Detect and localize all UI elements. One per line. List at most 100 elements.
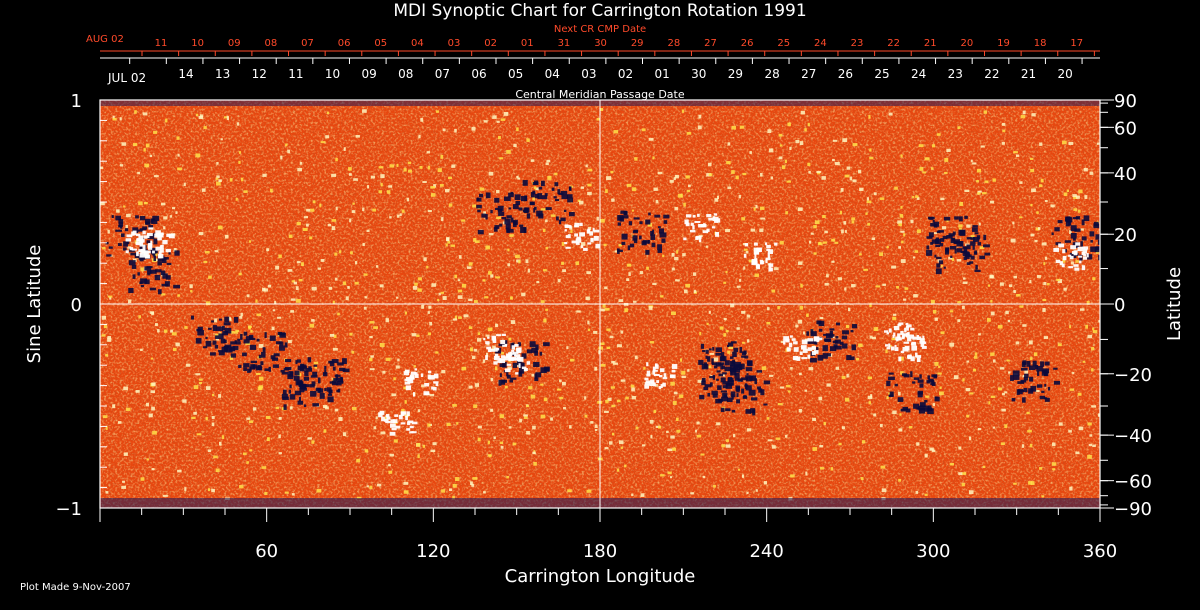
bright-speckle <box>1002 392 1005 396</box>
bright-speckle <box>216 175 220 179</box>
next-date-label: 30 <box>594 38 607 49</box>
bright-speckle <box>879 423 883 428</box>
negative-polarity-patch <box>284 342 288 348</box>
negative-polarity-patch <box>730 341 737 344</box>
bright-speckle <box>624 308 628 313</box>
bright-speckle <box>770 176 773 180</box>
negative-polarity-patch <box>335 374 339 381</box>
negative-polarity-patch <box>522 209 527 212</box>
bright-speckle <box>726 161 731 165</box>
positive-polarity-patch <box>658 386 661 390</box>
positive-polarity-patch <box>656 380 660 384</box>
positive-polarity-patch <box>414 373 419 378</box>
bright-speckle <box>138 315 142 319</box>
bright-speckle <box>606 176 612 181</box>
bright-speckle <box>547 175 552 180</box>
negative-polarity-patch <box>888 394 894 398</box>
bright-speckle <box>332 300 335 305</box>
next-date-label: 18 <box>1034 38 1047 49</box>
bright-speckle <box>679 394 684 398</box>
bright-speckle <box>488 233 494 236</box>
negative-polarity-patch <box>743 350 747 355</box>
negative-polarity-patch <box>943 216 951 221</box>
bright-speckle <box>145 402 150 407</box>
bright-speckle <box>472 477 478 480</box>
negative-polarity-patch <box>913 403 920 409</box>
positive-polarity-patch <box>405 385 412 391</box>
positive-polarity-patch <box>743 253 747 258</box>
bright-speckle <box>1008 284 1013 287</box>
negative-polarity-patch <box>701 380 706 386</box>
bright-speckle <box>354 281 359 285</box>
bright-speckle <box>1085 324 1089 329</box>
bright-speckle <box>1063 287 1067 291</box>
negative-polarity-patch <box>122 247 127 251</box>
bright-speckle <box>941 226 947 230</box>
bright-speckle <box>819 445 824 448</box>
bright-speckle <box>362 109 367 113</box>
negative-polarity-patch <box>1037 370 1040 376</box>
bright-speckle <box>351 407 357 411</box>
negative-polarity-patch <box>1054 227 1060 232</box>
negative-polarity-patch <box>497 208 503 213</box>
bright-speckle <box>902 298 907 301</box>
bright-speckle <box>1072 371 1075 375</box>
bright-speckle <box>742 341 745 344</box>
negative-polarity-patch <box>505 223 511 230</box>
negative-polarity-patch <box>616 248 620 254</box>
negative-polarity-patch <box>739 379 743 382</box>
cmp-date-label: 09 <box>362 67 377 81</box>
negative-polarity-patch <box>569 186 572 191</box>
bright-speckle <box>288 234 293 239</box>
negative-polarity-patch <box>1083 215 1090 222</box>
bright-speckle <box>1070 261 1074 265</box>
bright-speckle <box>741 474 745 478</box>
bright-speckle <box>329 334 335 337</box>
bright-speckle <box>1043 262 1046 266</box>
bright-speckle <box>563 407 567 410</box>
positive-polarity-patch <box>564 242 568 245</box>
negative-polarity-patch <box>910 371 913 378</box>
bright-speckle <box>423 257 427 261</box>
negative-polarity-patch <box>617 249 623 252</box>
positive-polarity-patch <box>394 414 399 417</box>
negative-polarity-patch <box>897 397 904 402</box>
negative-polarity-patch <box>123 241 128 247</box>
bright-speckle <box>448 176 452 180</box>
bright-speckle <box>1015 294 1021 297</box>
x-axis-ticks: 60 120 180 240 300 360 <box>99 508 1117 562</box>
bright-speckle <box>272 309 276 312</box>
negative-polarity-patch <box>560 217 566 222</box>
bright-speckle <box>990 395 996 398</box>
bright-speckle <box>609 441 613 445</box>
negative-polarity-patch <box>121 233 125 238</box>
negative-polarity-patch <box>722 392 728 398</box>
positive-polarity-patch <box>768 263 774 267</box>
positive-polarity-patch <box>405 415 408 421</box>
bright-speckle <box>785 384 791 388</box>
bright-speckle <box>499 441 504 445</box>
negative-polarity-patch <box>711 358 714 365</box>
negative-polarity-patch <box>518 207 523 211</box>
negative-polarity-patch <box>642 240 649 244</box>
negative-polarity-patch <box>809 357 817 363</box>
positive-polarity-patch <box>493 361 498 365</box>
bright-speckle <box>852 179 857 183</box>
negative-polarity-patch <box>288 389 291 394</box>
bright-speckle <box>1046 282 1050 286</box>
bright-speckle <box>880 465 886 469</box>
negative-polarity-patch <box>1090 240 1093 243</box>
bright-speckle <box>692 272 697 276</box>
negative-polarity-patch <box>948 233 955 237</box>
bright-speckle <box>931 167 934 170</box>
positive-polarity-patch <box>644 382 650 385</box>
negative-polarity-patch <box>149 269 157 274</box>
bright-speckle <box>470 481 473 486</box>
bright-speckle <box>488 271 492 275</box>
bright-speckle <box>116 209 120 213</box>
negative-polarity-patch <box>264 368 269 371</box>
bright-speckle <box>936 133 941 136</box>
bright-speckle <box>843 221 847 225</box>
bright-speckle <box>561 381 566 386</box>
bright-speckle <box>562 269 567 273</box>
